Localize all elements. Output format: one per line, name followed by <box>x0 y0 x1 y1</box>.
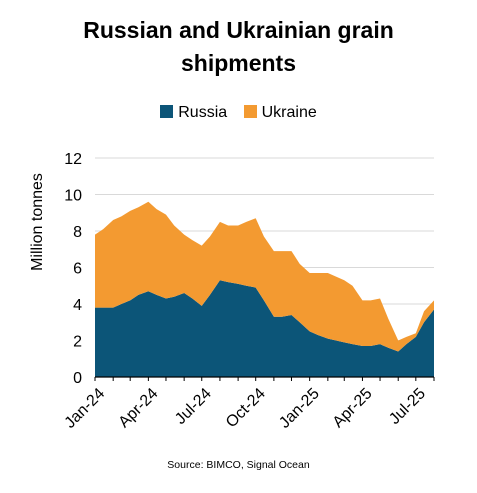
y-tick-label-10: 10 <box>64 188 82 205</box>
chart-title-line-2: shipments <box>180 50 297 76</box>
x-tick-label-jul-25: Jul-25 <box>386 385 429 428</box>
x-tick-label-jan-25: Jan-25 <box>276 385 323 432</box>
y-tick-label-6: 6 <box>73 261 82 278</box>
x-tick-label-apr-24: Apr-24 <box>116 385 162 431</box>
chart-legend: Russia Ukraine <box>0 102 477 124</box>
area-ukraine <box>95 201 434 352</box>
x-tick-label-jan-24: Jan-24 <box>62 385 109 432</box>
y-tick-label-0: 0 <box>73 370 82 387</box>
stacked-areas <box>95 201 434 377</box>
x-tick-label-oct-24: Oct-24 <box>223 385 269 431</box>
legend-swatch-ukraine <box>243 105 257 118</box>
x-tick-label-apr-25: Apr-25 <box>330 385 376 431</box>
y-tick-label-2: 2 <box>73 334 82 351</box>
chart-title-line-1: Russian and Ukrainian grain <box>83 17 394 43</box>
y-tick-label-8: 8 <box>73 224 82 241</box>
legend-swatch-russia <box>160 105 174 118</box>
legend-label-russia: Russia <box>178 104 228 121</box>
x-tick-label-jul-24: Jul-24 <box>172 385 215 428</box>
legend-label-ukraine: Ukraine <box>261 104 317 121</box>
y-tick-label-4: 4 <box>73 297 82 314</box>
legend-item-russia: Russia <box>160 102 227 124</box>
legend-item-ukraine: Ukraine <box>243 102 317 124</box>
area-russia <box>95 280 434 377</box>
chart-source: Source: BIMCO, Signal Ocean <box>167 459 310 471</box>
y-axis-label: Million tonnes <box>29 173 46 271</box>
chart-title: Russian and Ukrainian grain shipments <box>0 14 477 80</box>
y-tick-label-12: 12 <box>64 151 82 168</box>
